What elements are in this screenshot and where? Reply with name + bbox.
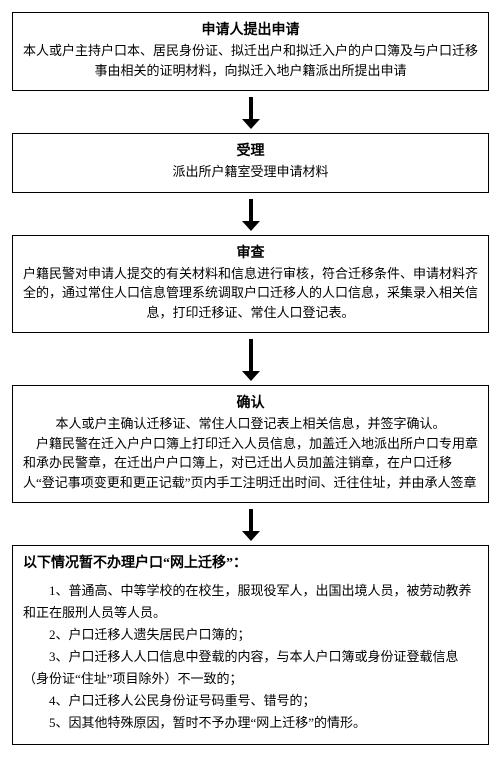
step-box-2: 受理 派出所户籍室受理申请材料 bbox=[12, 133, 489, 193]
exceptions-title: 以下情况暂不办理户口“网上迁移”： bbox=[23, 552, 478, 576]
step-box-3: 审查 户籍民警对申请人提交的有关材料和信息进行审核，符合迁移条件、申请材料齐全的… bbox=[12, 235, 489, 334]
step-title: 受理 bbox=[23, 140, 478, 160]
arrow-down-icon bbox=[242, 97, 260, 129]
arrow-down-icon bbox=[242, 339, 260, 381]
exceptions-item: 3、户口迁移人人口信息中登载的内容，与本人户口簿或身份证登载信息（身份证“住址”… bbox=[23, 646, 478, 690]
exceptions-item: 5、因其他特殊原因，暂时不予办理“网上迁移”的情形。 bbox=[23, 712, 478, 734]
step-title: 审查 bbox=[23, 242, 478, 262]
exceptions-item: 2、户口迁移人遗失居民户口簿的； bbox=[23, 624, 478, 646]
step-box-4: 确认 本人或户主确认迁移证、常住人口登记表上相关信息，并签字确认。户籍民警在迁入… bbox=[12, 385, 489, 503]
step-title: 申请人提出申请 bbox=[23, 19, 478, 39]
exceptions-list: 1、普通高、中等学校的在校生，服现役军人，出国出境人员，被劳动教养和正在服刑人员… bbox=[23, 580, 478, 735]
arrow-down-icon bbox=[242, 199, 260, 231]
step-body: 本人或户主持户口本、居民身份证、拟迁出户和拟迁入户的户口簿及与户口迁移事由相关的… bbox=[23, 41, 478, 80]
exceptions-item: 1、普通高、中等学校的在校生，服现役军人，出国出境人员，被劳动教养和正在服刑人员… bbox=[23, 580, 478, 624]
step-box-1: 申请人提出申请 本人或户主持户口本、居民身份证、拟迁出户和拟迁入户的户口簿及与户… bbox=[12, 12, 489, 91]
exceptions-box: 以下情况暂不办理户口“网上迁移”： 1、普通高、中等学校的在校生，服现役军人，出… bbox=[12, 545, 489, 745]
step-body: 派出所户籍室受理申请材料 bbox=[23, 162, 478, 182]
step-title: 确认 bbox=[23, 392, 478, 412]
step-body: 本人或户主确认迁移证、常住人口登记表上相关信息，并签字确认。户籍民警在迁入户户口… bbox=[23, 414, 478, 492]
step-body: 户籍民警对申请人提交的有关材料和信息进行审核，符合迁移条件、申请材料齐全的，通过… bbox=[23, 264, 478, 323]
exceptions-item: 4、户口迁移人公民身份证号码重号、错号的； bbox=[23, 690, 478, 712]
arrow-down-icon bbox=[242, 509, 260, 541]
flowchart: 申请人提出申请 本人或户主持户口本、居民身份证、拟迁出户和拟迁入户的户口簿及与户… bbox=[12, 12, 489, 745]
